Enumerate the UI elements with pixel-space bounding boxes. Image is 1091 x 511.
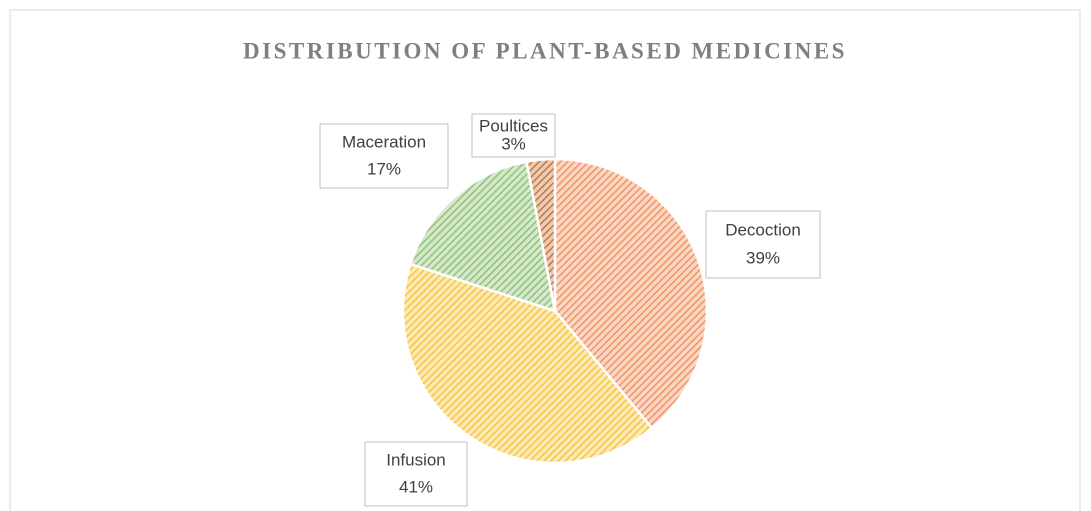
chart-title: DISTRIBUTION OF PLANT-BASED MEDICINES: [243, 38, 847, 63]
data-label-name: Infusion: [386, 451, 446, 470]
data-label-box: [705, 210, 821, 279]
data-label-box: [471, 113, 556, 158]
data-label-value: 3%: [501, 134, 526, 153]
data-label-name: Poultices: [479, 116, 548, 135]
data-label-name: Maceration: [342, 133, 426, 152]
data-label-value: 17%: [367, 160, 401, 179]
data-label-box: [364, 441, 468, 507]
data-label-name: Decoction: [725, 221, 801, 240]
data-label-value: 41%: [399, 478, 433, 497]
pie-slice: [553, 157, 709, 430]
data-label-value: 39%: [746, 249, 780, 268]
pie-slice: [408, 160, 557, 313]
pie-slice: [525, 157, 557, 312]
pie-slice: [401, 262, 654, 465]
data-label-box: [319, 123, 449, 189]
